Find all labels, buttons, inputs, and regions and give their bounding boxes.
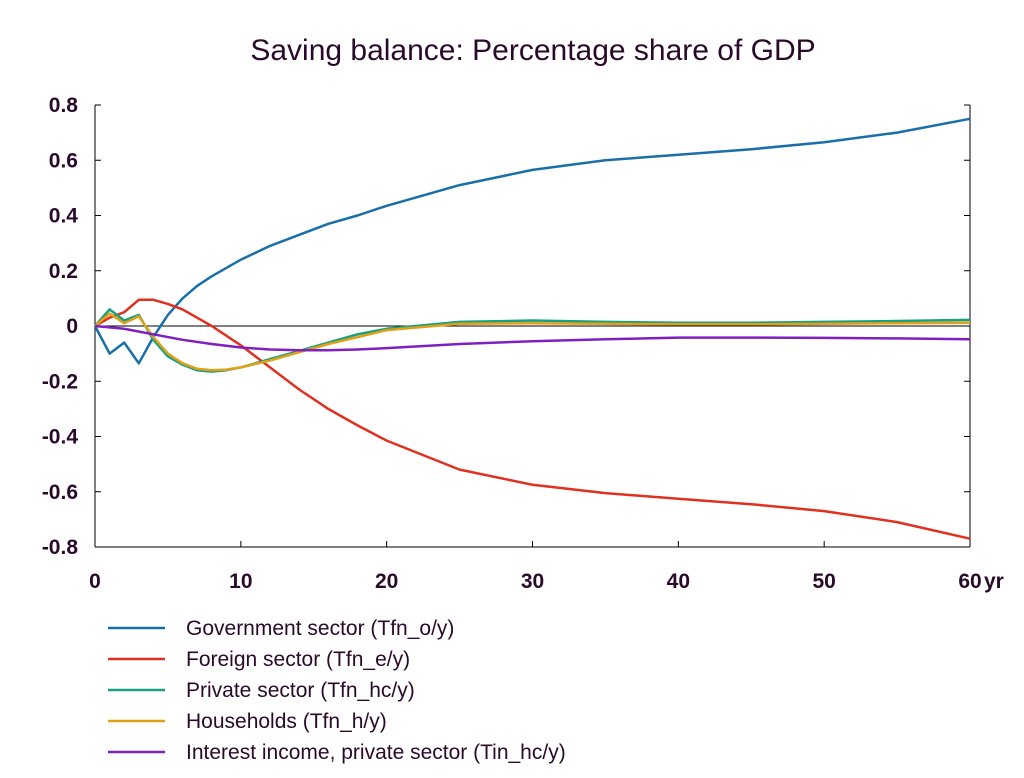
series-line-5 xyxy=(94,324,971,352)
x-tick-label: 40 xyxy=(667,570,690,593)
y-axis: -0.8 -0.6 -0.4 -0.2 0 0.2 0.4 0.6 0.8 xyxy=(42,94,970,559)
y-tick-label: -0.4 xyxy=(42,426,79,449)
y-tick-label: -0.8 xyxy=(42,536,79,559)
y-tick-label: -0.6 xyxy=(42,481,78,504)
chart-title: Saving balance: Percentage share of GDP xyxy=(250,34,815,67)
y-tick-label: 0 xyxy=(66,315,78,338)
legend: Government sector (Tfn_o/y) Foreign secto… xyxy=(108,617,566,764)
y-tick-label: 0.2 xyxy=(49,260,78,283)
legend-label: Households (Tfn_h/y) xyxy=(186,710,387,733)
x-unit-label: yr xyxy=(984,570,1004,593)
legend-label: Government sector (Tfn_o/y) xyxy=(186,617,454,640)
legend-label: Interest income, private sector (Tin_hc/… xyxy=(186,741,566,764)
x-tick-label: 60 xyxy=(958,570,981,593)
y-tick-label: -0.2 xyxy=(42,370,78,393)
legend-label: Private sector (Tfn_hc/y) xyxy=(186,679,415,702)
series-line-2 xyxy=(94,298,971,540)
x-axis: 0 10 20 30 40 50 60 xyxy=(89,541,982,593)
series-layer xyxy=(93,117,971,540)
x-tick-label: 10 xyxy=(229,570,252,593)
y-tick-label: 0.6 xyxy=(49,149,78,172)
y-tick-label: 0.8 xyxy=(49,94,79,117)
y-tick-label: 0.4 xyxy=(49,205,79,228)
x-tick-label: 30 xyxy=(521,570,544,593)
x-tick-label: 0 xyxy=(89,570,101,593)
x-tick-label: 20 xyxy=(375,570,398,593)
legend-label: Foreign sector (Tfn_e/y) xyxy=(186,648,410,671)
x-tick-label: 50 xyxy=(812,570,835,593)
series-line-1 xyxy=(93,117,971,365)
